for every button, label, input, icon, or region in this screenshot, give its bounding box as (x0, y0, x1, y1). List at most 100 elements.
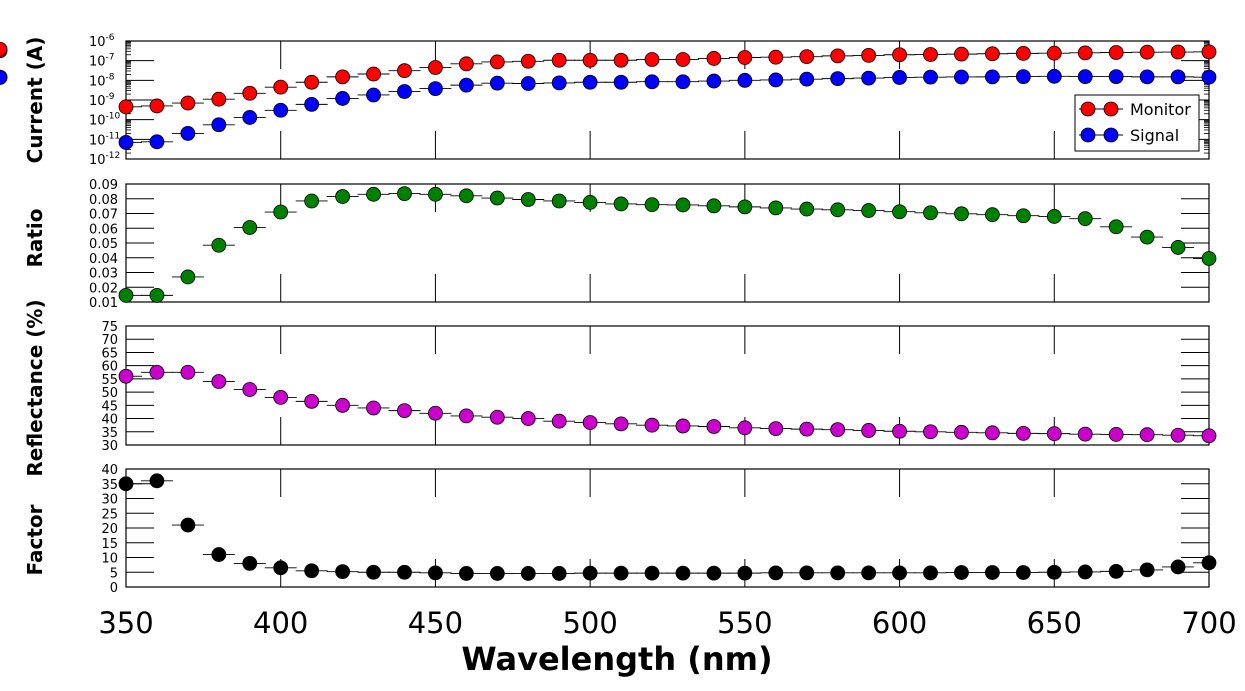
data-point (1108, 69, 1124, 84)
data-point (892, 204, 907, 220)
data-point (1108, 563, 1124, 579)
data-point (397, 63, 412, 79)
data-point (1015, 45, 1031, 61)
data-point (861, 423, 877, 438)
data-point (954, 69, 969, 85)
x-tick-label: 550 (717, 606, 772, 640)
data-point (149, 364, 165, 380)
data-point (149, 473, 165, 489)
plot-frame (125, 40, 1210, 160)
data-point (1046, 426, 1062, 442)
y-tick-label: 15 (101, 537, 118, 552)
data-point (644, 417, 660, 433)
legend-label: Signal (1130, 126, 1179, 145)
data-point (737, 72, 753, 88)
y-axis-label: Ratio (23, 208, 47, 267)
y-tick-label: 0.03 (89, 267, 118, 282)
data-point (675, 565, 691, 581)
data-point (1139, 69, 1155, 85)
data-point (644, 197, 660, 213)
data-point (335, 91, 351, 106)
data-point (613, 416, 629, 432)
data-point (458, 188, 474, 204)
y-tick-label: 10-6 (89, 33, 115, 50)
data-point (830, 202, 846, 218)
data-point (1015, 208, 1031, 224)
y-tick-label: 5 (110, 566, 118, 581)
data-point (1046, 209, 1062, 224)
data-point (892, 47, 907, 63)
data-point (458, 56, 474, 72)
data-point (428, 186, 443, 202)
y-tick-label: 10-10 (89, 112, 121, 129)
data-point (1015, 565, 1031, 580)
y-tick-label: 35 (101, 426, 118, 441)
data-point (1108, 219, 1124, 235)
data-point (118, 476, 134, 492)
y-axis-label: Reflectance (%) (23, 299, 47, 476)
data-point (520, 76, 536, 91)
data-point (489, 54, 505, 70)
data-point (954, 46, 969, 62)
data-point (118, 368, 134, 384)
data-point (489, 75, 505, 91)
data-point (985, 425, 1000, 441)
data-point (1077, 564, 1093, 580)
y-axis-label: Current (A) (23, 37, 47, 164)
data-point (799, 71, 815, 87)
data-point (1170, 69, 1186, 85)
data-point (211, 374, 227, 389)
data-point (242, 220, 258, 235)
data-point (1170, 559, 1186, 575)
data-point (706, 73, 722, 89)
data-point (118, 134, 134, 150)
y-tick-label: 0.09 (89, 178, 118, 193)
data-point (954, 424, 969, 440)
y-tick-label: 10-7 (89, 53, 115, 70)
x-tick-label: 350 (98, 606, 153, 640)
data-point (861, 203, 877, 218)
data-point (335, 189, 351, 204)
x-tick-label: 700 (1181, 606, 1236, 640)
data-point (768, 565, 784, 581)
data-point (644, 74, 660, 90)
data-point (985, 46, 1000, 62)
data-point (397, 403, 412, 419)
legend-box (1074, 94, 1200, 152)
data-point (149, 98, 165, 114)
y-tick-label: 40 (101, 413, 118, 428)
data-point (304, 563, 320, 579)
y-tick-label: 40 (101, 463, 118, 478)
data-point (1046, 68, 1062, 84)
data-point (644, 565, 660, 581)
data-point (397, 564, 412, 580)
data-point (428, 60, 443, 75)
data-point (923, 47, 938, 62)
data-point (675, 52, 691, 67)
x-tick-label: 600 (872, 606, 927, 640)
y-tick-label: 65 (101, 346, 118, 361)
data-point (1139, 427, 1155, 443)
x-tick-label: 650 (1027, 606, 1082, 640)
data-point (644, 52, 660, 67)
y-tick-label: 0.06 (89, 222, 118, 237)
data-point (551, 413, 567, 429)
y-tick-label: 45 (101, 399, 118, 414)
data-point (304, 193, 320, 209)
data-point (799, 565, 815, 581)
series-panel2 (118, 186, 1217, 303)
data-point (1139, 229, 1155, 245)
data-point (1201, 428, 1217, 444)
data-point (428, 81, 443, 96)
data-point (861, 48, 877, 63)
plot-frame (125, 468, 1210, 588)
data-point (1170, 240, 1186, 255)
data-point (489, 190, 505, 206)
data-point (520, 566, 536, 581)
data-point (892, 565, 907, 581)
y-tick-label: 60 (101, 360, 118, 375)
data-point (830, 565, 846, 581)
data-point (737, 50, 753, 65)
data-point (1046, 45, 1062, 61)
data-point (675, 74, 691, 90)
